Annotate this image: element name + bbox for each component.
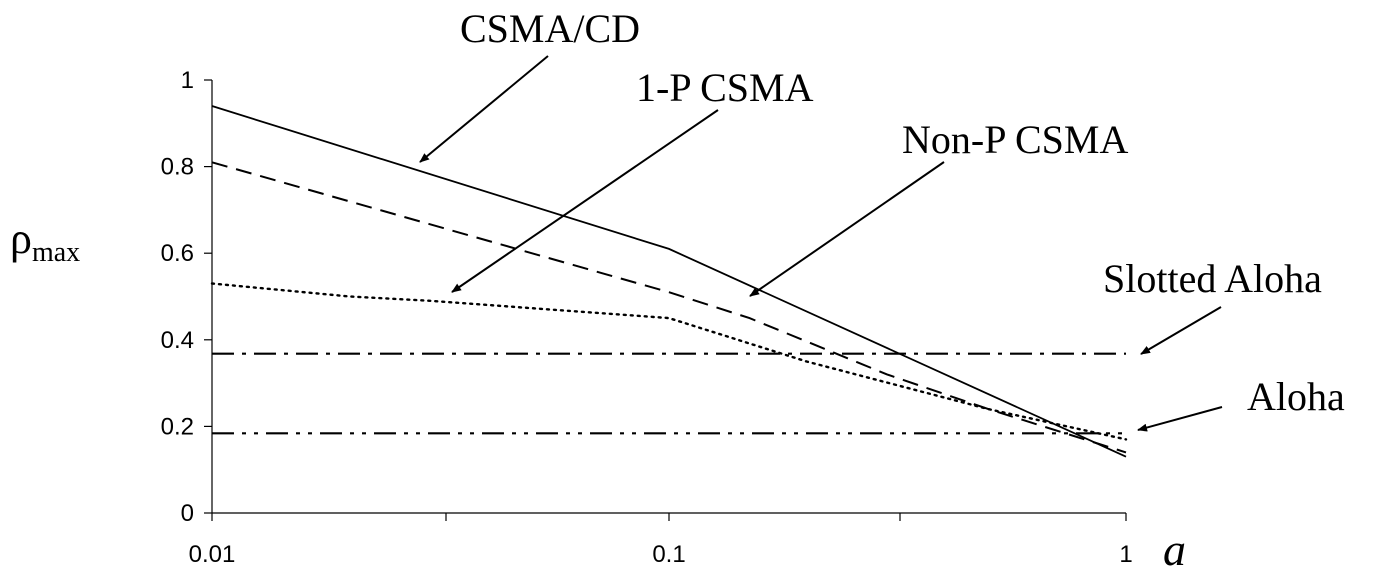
y-axis-label: ρmax	[10, 214, 80, 268]
series-lines	[210, 105, 1128, 458]
y-ticks: 0 0.2 0.4 0.6 0.8 1	[161, 67, 212, 527]
y-axis-label-symbol: ρ	[10, 214, 32, 263]
y-tick-label: 0.2	[161, 413, 194, 440]
series-line-csma-cd	[211, 105, 1127, 458]
y-tick-label: 0.4	[161, 327, 194, 354]
series-line-1-p-csma	[210, 282, 1128, 441]
x-tick-label: 1	[1119, 541, 1132, 568]
series-labels: CSMA/CD 1-P CSMA Non-P CSMA Slotted Aloh…	[460, 6, 1345, 419]
y-tick-label: 0	[181, 500, 194, 527]
series-label-1p-csma: 1-P CSMA	[636, 65, 814, 110]
series-label-slotted-aloha: Slotted Aloha	[1103, 256, 1322, 301]
series-label-csma-cd: CSMA/CD	[460, 6, 640, 51]
y-tick-label: 0.8	[161, 154, 194, 181]
y-axis-label-subscript: max	[32, 237, 80, 268]
series-label-aloha: Aloha	[1247, 374, 1345, 419]
y-tick-label: 1	[181, 67, 194, 94]
series-label-nonp-csma: Non-P CSMA	[902, 117, 1128, 162]
plot-area: 0 0.2 0.4 0.6 0.8 1 0.01 0.1 1	[161, 67, 1133, 568]
arrow-nonp-csma	[749, 161, 945, 297]
arrow-csma-cd	[419, 55, 549, 163]
y-tick-label: 0.6	[161, 240, 194, 267]
annotation-arrows	[419, 55, 1223, 432]
x-tick-label: 0.01	[189, 541, 236, 568]
series-line-non-p-csma	[211, 161, 1127, 454]
x-axis-label: a	[1163, 524, 1186, 573]
arrow-1p-csma	[451, 109, 719, 293]
arrow-aloha	[1137, 406, 1223, 432]
x-tick-label: 0.1	[652, 541, 685, 568]
x-ticks: 0.01 0.1 1	[189, 513, 1133, 568]
arrow-slotted-aloha	[1140, 306, 1222, 355]
